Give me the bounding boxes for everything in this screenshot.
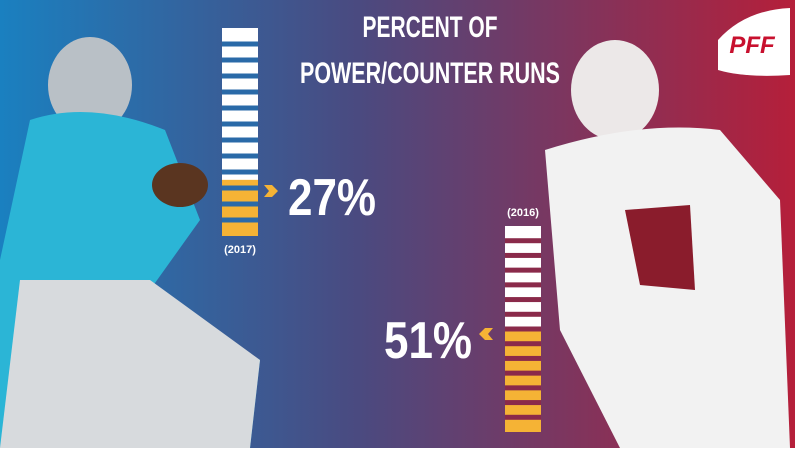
- segment-gap: [505, 311, 541, 317]
- segment-gap: [222, 185, 258, 191]
- segment-gap: [505, 414, 541, 420]
- category-label: (2016): [507, 207, 539, 219]
- player-left: [0, 37, 260, 448]
- segment-gap: [505, 297, 541, 303]
- segment-gap: [222, 217, 258, 223]
- segment-gap: [505, 282, 541, 288]
- segment-gap: [222, 105, 258, 111]
- segment-gap: [505, 385, 541, 391]
- segment-gap: [505, 341, 541, 347]
- segment-gap: [505, 355, 541, 361]
- player-right: [545, 40, 790, 448]
- segment-gap: [505, 252, 541, 258]
- segment-gap: [222, 41, 258, 47]
- segment-gap: [505, 267, 541, 273]
- segment-gap: [505, 238, 541, 244]
- segment-gap: [222, 89, 258, 95]
- value-label: 51%: [384, 312, 472, 370]
- segment-gap: [222, 137, 258, 143]
- chart-title: POWER/COUNTER RUNS: [300, 57, 560, 90]
- segment-gap: [505, 326, 541, 332]
- segment-gap: [222, 57, 258, 63]
- logo-text: PFF: [729, 32, 776, 59]
- segment-gap: [222, 201, 258, 207]
- segment-gap: [222, 121, 258, 127]
- segment-gap: [505, 400, 541, 406]
- arrow: [264, 185, 278, 197]
- segment-gap: [222, 73, 258, 79]
- segment-gap: [505, 370, 541, 376]
- segment-gap: [222, 169, 258, 175]
- logo: PFF: [718, 8, 790, 76]
- segment-gap: [222, 153, 258, 159]
- chart-title: PERCENT OF: [363, 11, 498, 44]
- value-label: 27%: [288, 169, 376, 227]
- category-label: (2017): [224, 244, 256, 256]
- arrow: [479, 328, 493, 340]
